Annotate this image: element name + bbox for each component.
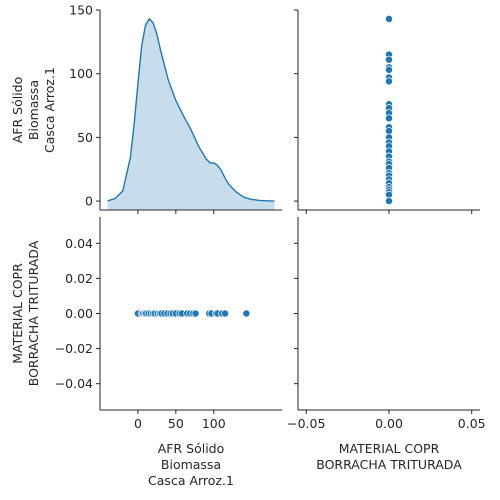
scatter-panel-bottom-left: −0.04 −0.02 0.00 0.02 0.04 0 50 100 AFR SólidoBi…	[10, 217, 282, 488]
y-tick-label: 150	[69, 3, 93, 18]
y-axis-label-line: MATERIAL COPR	[10, 263, 25, 364]
scatter-point	[221, 309, 230, 318]
y-axis-label-line: Biomassa	[26, 80, 41, 140]
density-fill	[107, 18, 275, 211]
x-axis-label-line: BORRACHA TRITURADA	[316, 457, 462, 472]
x-tick-label: 0.05	[458, 416, 486, 431]
y-axis-label-line: AFR Sólido	[10, 77, 25, 144]
scatter-point	[385, 14, 393, 23]
x-tick-label: 0.00	[375, 416, 403, 431]
scatter-point	[385, 197, 393, 206]
x-tick-label: 0	[134, 416, 142, 431]
scatter-point	[242, 309, 251, 318]
scatter-point	[385, 77, 393, 86]
y-axis-label-line: Casca Arroz.1	[42, 67, 57, 153]
scatter-point	[385, 65, 393, 74]
y-tick-label: 0	[85, 194, 93, 209]
density-panel: 0 50 100 150 AFR Sólido Biomassa Casca Arroz.1	[10, 3, 282, 214]
y-tick-label: 0.02	[65, 271, 93, 286]
y-tick-label: −0.02	[55, 341, 93, 356]
y-axis-label-line: BORRACHA TRITURADA	[26, 240, 41, 386]
y-tick-label: 50	[77, 130, 93, 145]
scatter-point	[385, 114, 393, 123]
x-tick-label: −0.05	[287, 416, 325, 431]
x-tick-label: 100	[202, 416, 226, 431]
scatter-panel-top-right	[294, 9, 480, 214]
y-tick-label: 100	[69, 66, 93, 81]
y-tick-label: 0.00	[65, 306, 93, 321]
y-tick-label: −0.04	[55, 376, 93, 391]
x-axis-label-line: AFR Sólido	[158, 441, 225, 456]
y-tick-label: 0.04	[65, 236, 93, 251]
x-axis-label-line: Biomassa	[161, 457, 221, 472]
x-tick-label: 50	[168, 416, 184, 431]
density-line	[107, 17, 275, 202]
x-axis-label-line: Casca Arroz.1	[148, 473, 234, 488]
x-axis-label-line: MATERIAL COPR	[339, 441, 440, 456]
scatter-point	[191, 309, 200, 318]
scatter-point	[385, 55, 393, 64]
